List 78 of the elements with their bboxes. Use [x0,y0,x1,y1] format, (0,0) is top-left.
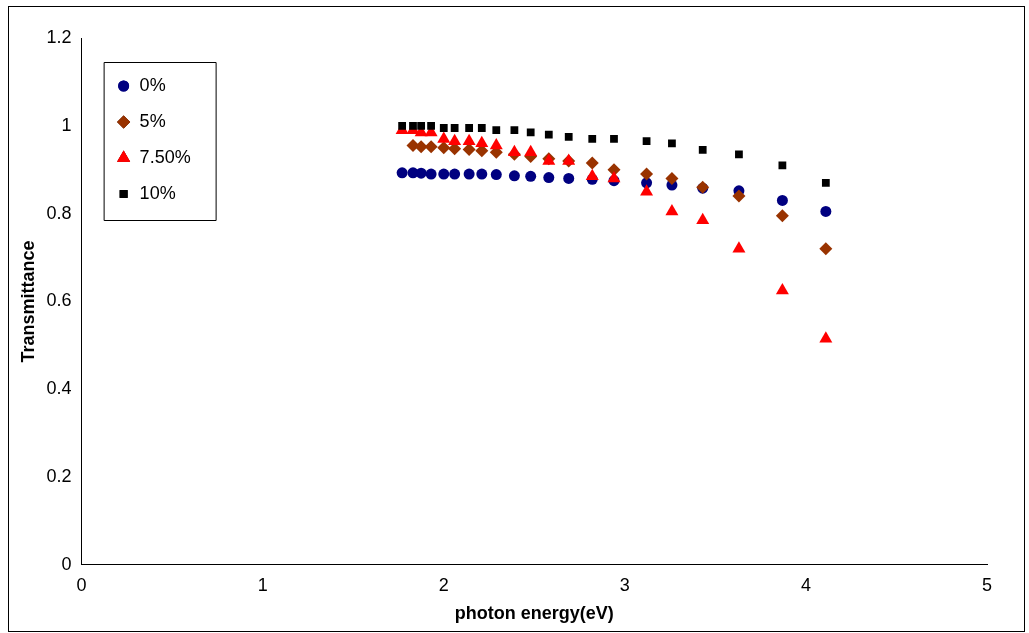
point [735,150,743,159]
y-tick-label: 0.2 [46,465,72,486]
point [642,137,651,146]
y-tick-label: 0 [61,553,72,574]
y-axis-title: Transmittance [17,240,38,363]
point [476,168,488,180]
point [585,168,599,181]
legend-label: 7.50% [139,146,191,167]
legend-label: 5% [139,110,166,131]
x-tick-label: 3 [619,574,630,595]
x-axis-title: photon energy(eV) [454,603,614,624]
point [640,167,654,181]
point [507,144,521,156]
point [462,133,476,145]
point [776,194,788,206]
point [640,184,654,196]
point [462,143,476,157]
point [492,126,501,135]
point [775,209,789,223]
point [449,168,461,180]
x-tick-label: 0 [76,574,87,595]
point [465,124,474,132]
y-tick-label: 1 [61,114,72,135]
point [732,189,746,203]
point [696,212,710,224]
point [425,168,437,180]
point [564,132,573,141]
point [490,169,502,181]
point [544,130,553,139]
legend-label: 0% [139,74,166,95]
point [775,282,789,295]
point [588,135,597,143]
legend-label: 10% [139,182,176,203]
point [414,140,428,154]
point [526,128,535,137]
point [448,133,462,145]
x-tick-label: 4 [800,574,811,595]
x-tick-label: 2 [438,574,449,595]
x-tick-label: 1 [257,574,268,595]
point [396,167,408,179]
point [585,156,599,170]
point [409,121,417,130]
point [524,144,538,156]
point [820,205,832,217]
point [417,121,426,130]
point [463,168,475,180]
point [439,124,448,132]
x-tick-label: 5 [981,574,993,595]
point [778,161,787,170]
point [508,170,520,182]
y-tick-label: 0.8 [46,202,72,223]
point [698,146,707,154]
point [543,172,555,184]
point [732,241,746,253]
point [510,126,519,135]
point [438,168,450,180]
point [489,138,503,150]
point [607,170,621,183]
point [821,178,830,187]
point [665,171,679,185]
point [475,135,489,148]
point [525,170,537,182]
point [398,121,407,130]
y-tick-label: 0.6 [46,290,72,311]
point [450,124,459,132]
point [819,242,833,256]
y-tick-label: 0.4 [46,378,72,399]
point [424,140,438,154]
point [563,172,575,184]
point [665,203,679,216]
point [437,141,451,155]
point [427,121,435,130]
point [477,124,486,132]
point [668,139,676,148]
point [819,331,833,343]
y-tick-label: 1.2 [46,26,72,47]
point [437,131,451,143]
point [610,135,618,143]
